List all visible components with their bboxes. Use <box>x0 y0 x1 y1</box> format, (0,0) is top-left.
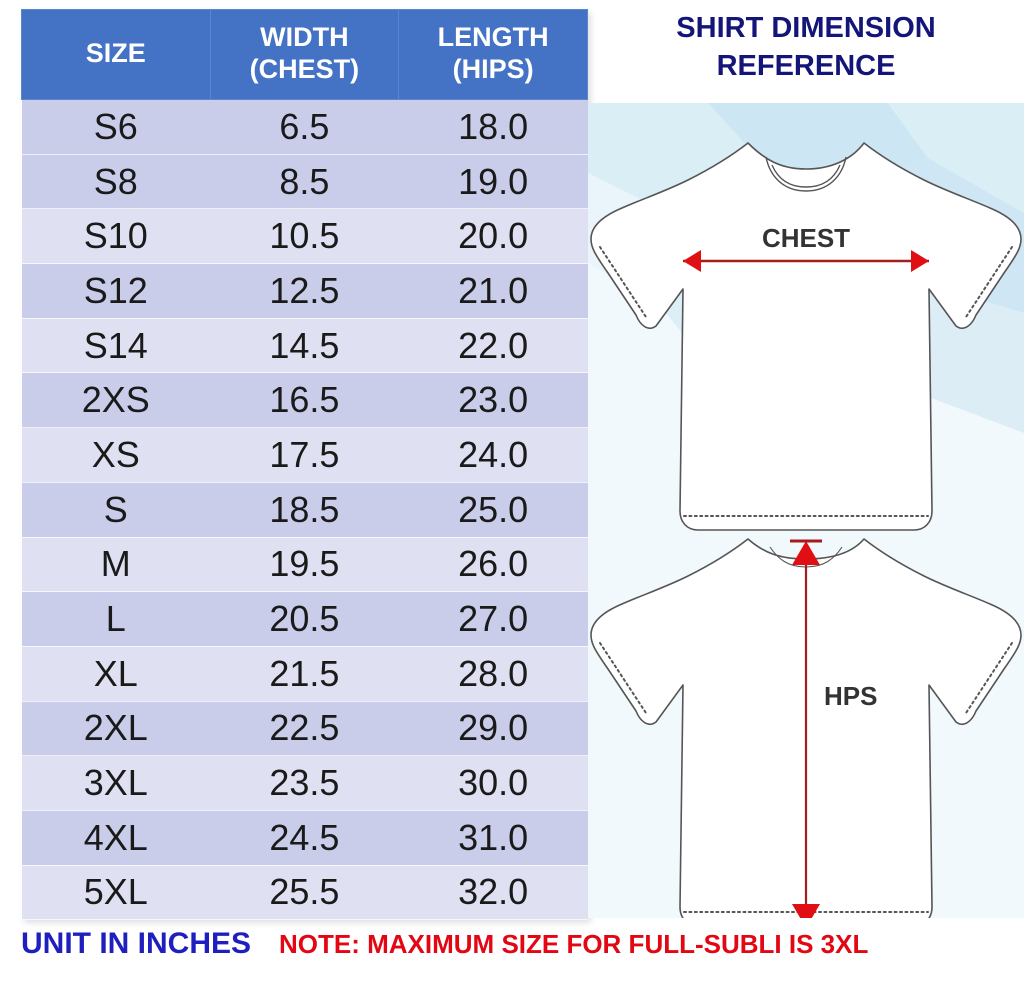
svg-text:CHEST: CHEST <box>762 223 850 253</box>
svg-text:HPS: HPS <box>824 681 877 711</box>
